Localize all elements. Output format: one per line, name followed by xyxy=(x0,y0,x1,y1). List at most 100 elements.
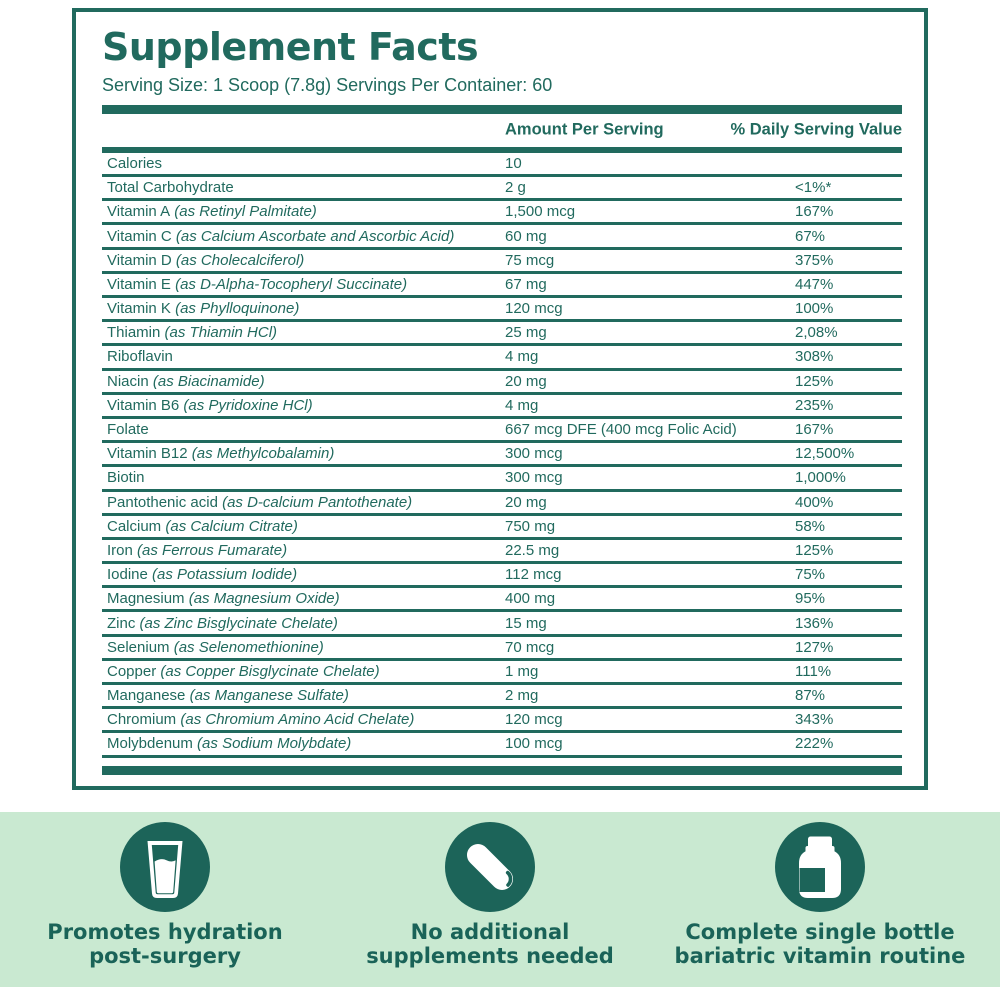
daily-value-cell: 125% xyxy=(795,372,834,390)
amount-per-serving-cell: 70 mcg xyxy=(505,638,555,656)
table-row: Copper (as Copper Bisglycinate Chelate) … xyxy=(102,661,902,686)
amount-per-serving-cell: 400 mg xyxy=(505,590,556,608)
nutrient-source-detail: (as Cholecalciferol) xyxy=(171,251,305,269)
daily-value-cell: 100% xyxy=(795,300,834,318)
daily-value-cell: 87% xyxy=(795,687,826,705)
benefit-caption-line2: bariatric vitamin routine xyxy=(674,944,966,969)
nutrient-source-detail: (as D-calcium Pantothenate) xyxy=(217,493,413,511)
daily-value-cell: 136% xyxy=(795,614,834,632)
amount-per-serving-cell: 75 mcg xyxy=(505,251,555,269)
nutrient-name-cell: Vitamin B6 (as Pyridoxine HCl) xyxy=(102,397,505,414)
nutrient-name-cell: Selenium (as Selenomethionine) xyxy=(102,639,505,656)
nutrient-source-detail: (as Copper Bisglycinate Chelate) xyxy=(156,662,380,680)
nutrient-name-cell: Copper (as Copper Bisglycinate Chelate) xyxy=(102,663,505,680)
benefits-section: Promotes hydration post-surgery No addit… xyxy=(0,812,1000,987)
nutrient-name-cell: Total Carbohydrate xyxy=(102,179,505,196)
nutrient-name: Calcium xyxy=(107,517,162,535)
nutrient-name: Vitamin B6 xyxy=(107,396,180,414)
nutrient-name: Vitamin B12 xyxy=(107,445,188,463)
daily-value-cell: 167% xyxy=(795,421,834,439)
nutrient-name: Biotin xyxy=(107,469,145,487)
amount-per-serving-cell: 2 mg xyxy=(505,687,539,705)
amount-per-serving-cell: 300 mcg xyxy=(505,469,563,487)
nutrient-name-cell: Folate xyxy=(102,421,505,438)
benefit-caption-line1: Promotes hydration xyxy=(47,920,283,944)
nutrient-name: Niacin xyxy=(107,372,149,390)
nutrient-name-cell: Vitamin B12 (as Methylcobalamin) xyxy=(102,445,505,462)
nutrient-name-cell: Chromium (as Chromium Amino Acid Chelate… xyxy=(102,711,505,728)
benefit-caption-line1: Complete single bottle xyxy=(685,920,955,944)
nutrient-name: Chromium xyxy=(107,711,177,729)
amount-per-serving-cell: 22.5 mg xyxy=(505,541,560,559)
amount-per-serving-cell: 10 xyxy=(505,154,522,172)
daily-value-cell: 75% xyxy=(795,566,826,584)
amount-per-serving-cell: 750 mg xyxy=(505,517,556,535)
table-row: Selenium (as Selenomethionine) 70 mcg 12… xyxy=(102,637,902,661)
table-row: Folate 667 mcg DFE (400 mcg Folic Acid) … xyxy=(102,419,902,444)
table-row: Molybdenum (as Sodium Molybdate) 100 mcg… xyxy=(102,733,902,758)
daily-value-cell: 167% xyxy=(795,203,834,221)
amount-per-serving-cell: 67 mg xyxy=(505,275,547,293)
nutrient-name: Riboflavin xyxy=(107,348,173,366)
table-row: Vitamin K (as Phylloquinone) 120 mcg 100… xyxy=(102,298,902,323)
amount-per-serving-cell: 1,500 mcg xyxy=(505,203,576,221)
nutrient-name-cell: Vitamin K (as Phylloquinone) xyxy=(102,300,505,317)
nutrient-name: Copper xyxy=(107,662,157,680)
table-row: Biotin 300 mcg 1,000% xyxy=(102,467,902,492)
amount-per-serving-cell: 20 mg xyxy=(505,493,547,511)
divider-thick-bottom xyxy=(102,765,902,775)
daily-value-cell: 95% xyxy=(795,590,826,608)
benefit-item-single-bottle: Complete single bottle bariatric vitamin… xyxy=(650,812,990,968)
nutrient-name: Calories xyxy=(107,154,163,172)
nutrient-name-cell: Zinc (as Zinc Bisglycinate Chelate) xyxy=(102,615,505,632)
daily-value-cell: 67% xyxy=(795,227,826,245)
water-glass-icon xyxy=(120,822,210,912)
table-row: Riboflavin 4 mg 308% xyxy=(102,346,902,371)
table-row: Thiamin (as Thiamin HCl) 25 mg 2,08% xyxy=(102,322,902,347)
nutrient-source-detail: (as Biacinamide) xyxy=(148,372,265,390)
nutrient-name: Manganese xyxy=(107,687,186,705)
table-row: Vitamin A (as Retinyl Palmitate) 1,500 m… xyxy=(102,201,902,226)
table-row: Vitamin D (as Cholecalciferol) 75 mcg 37… xyxy=(102,250,902,274)
daily-value-cell: 2,08% xyxy=(795,324,838,342)
column-header-daily-value: % Daily Serving Value xyxy=(730,120,903,139)
nutrient-name: Iron xyxy=(107,541,133,559)
table-row: Calories 10 xyxy=(102,153,902,178)
nutrient-source-detail: (as Retinyl Palmitate) xyxy=(170,203,317,221)
nutrient-source-detail: (as Pyridoxine HCl) xyxy=(179,396,313,414)
nutrient-name-cell: Magnesium (as Magnesium Oxide) xyxy=(102,590,505,607)
nutrient-name-cell: Molybdenum (as Sodium Molybdate) xyxy=(102,735,505,752)
nutrient-name: Zinc xyxy=(107,614,136,632)
nutrient-source-detail: (as Phylloquinone) xyxy=(170,300,300,318)
amount-per-serving-cell: 120 mcg xyxy=(505,300,563,318)
amount-per-serving-cell: 20 mg xyxy=(505,372,547,390)
table-row: Vitamin B12 (as Methylcobalamin) 300 mcg… xyxy=(102,443,902,468)
nutrient-name: Thiamin xyxy=(107,324,161,342)
amount-per-serving-cell: 112 mcg xyxy=(505,566,562,584)
nutrient-name-cell: Riboflavin xyxy=(102,348,505,365)
amount-per-serving-cell: 4 mg xyxy=(505,396,539,414)
nutrient-source-detail: (as Manganese Sulfate) xyxy=(185,687,349,705)
nutrient-name-cell: Vitamin A (as Retinyl Palmitate) xyxy=(102,203,505,220)
benefit-item-no-supplements: No additional supplements needed xyxy=(330,812,650,968)
nutrient-source-detail: (as D-Alpha-Tocopheryl Succinate) xyxy=(170,275,408,293)
nutrient-name-cell: Iodine (as Potassium Iodide) xyxy=(102,566,505,583)
nutrient-name-cell: Iron (as Ferrous Fumarate) xyxy=(102,542,505,559)
nutrient-name: Vitamin A xyxy=(107,203,171,221)
nutrient-name: Iodine xyxy=(107,566,148,584)
daily-value-cell: 235% xyxy=(795,396,834,414)
table-row: Iodine (as Potassium Iodide) 112 mcg 75% xyxy=(102,564,902,589)
table-row: Vitamin B6 (as Pyridoxine HCl) 4 mg 235% xyxy=(102,395,902,419)
table-row: Iron (as Ferrous Fumarate) 22.5 mg 125% xyxy=(102,540,902,565)
nutrient-name: Vitamin D xyxy=(107,251,172,269)
daily-value-cell: 375% xyxy=(795,251,834,269)
nutrient-name-cell: Vitamin C (as Calcium Ascorbate and Asco… xyxy=(102,228,505,245)
nutrient-name-cell: Niacin (as Biacinamide) xyxy=(102,373,505,390)
column-header-amount: Amount Per Serving xyxy=(505,120,664,139)
nutrient-name-cell: Calories xyxy=(102,155,505,172)
amount-per-serving-cell: 25 mg xyxy=(505,324,547,342)
benefit-caption: Promotes hydration post-surgery xyxy=(47,920,282,968)
benefit-caption-line1: No additional xyxy=(410,920,570,944)
nutrient-name-cell: Vitamin D (as Cholecalciferol) xyxy=(102,252,505,269)
nutrient-name: Total Carbohydrate xyxy=(107,179,234,197)
